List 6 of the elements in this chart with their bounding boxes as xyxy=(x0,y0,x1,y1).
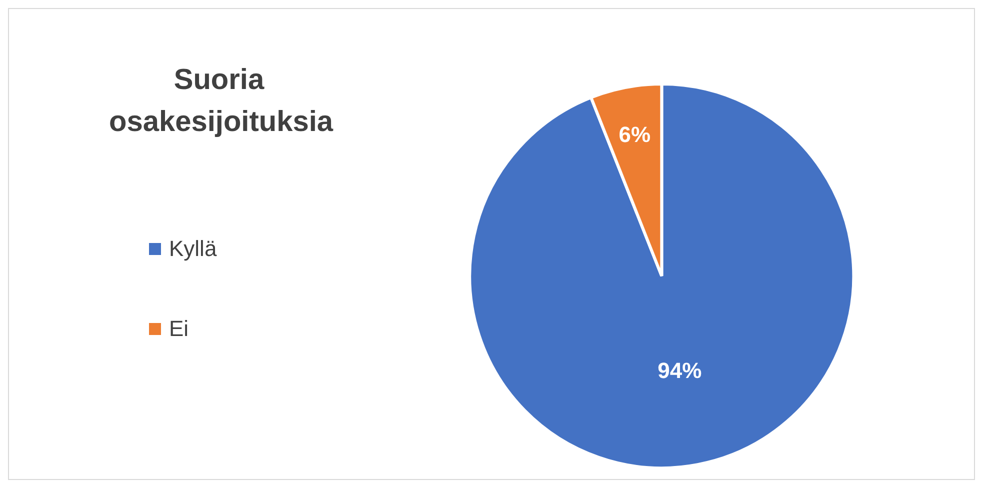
data-label: 94% xyxy=(658,358,702,383)
legend-label: Kyllä xyxy=(169,236,217,262)
legend-label: Ei xyxy=(169,316,189,342)
data-label: 6% xyxy=(618,122,651,148)
pie-slice xyxy=(468,82,856,470)
chart-title: Suoria osakesijoituksia xyxy=(109,63,334,140)
